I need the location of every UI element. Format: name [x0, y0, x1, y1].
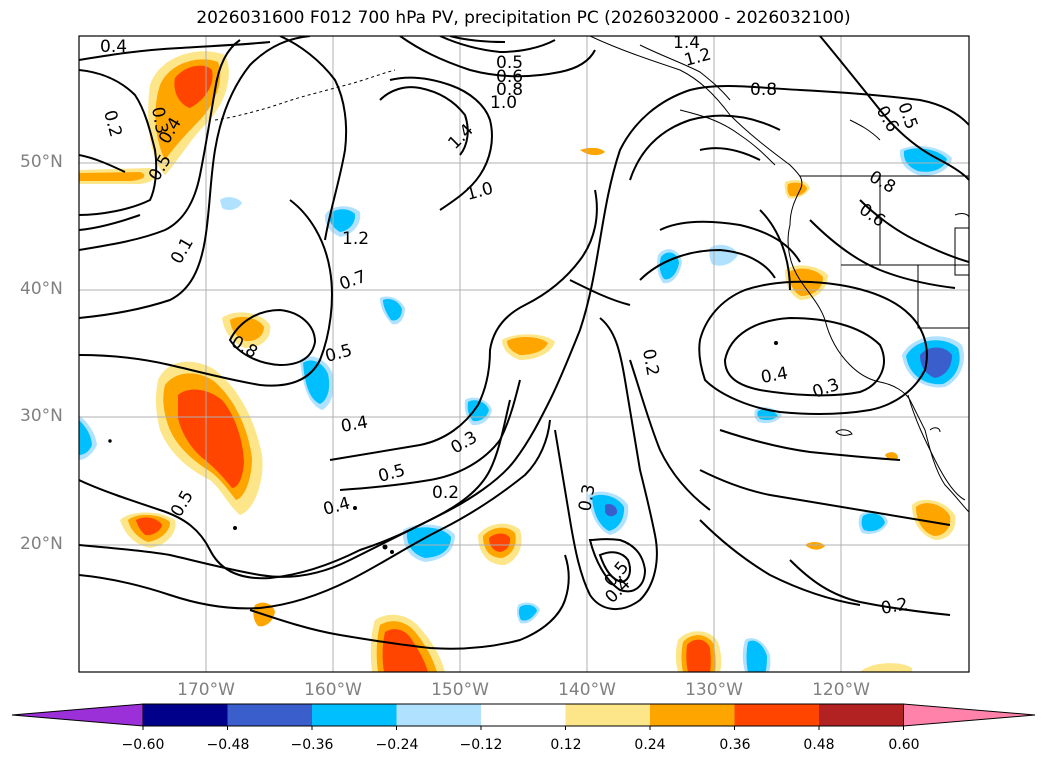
colorbar-tick-label: 0.24 — [634, 737, 666, 753]
lon-label: 140°W — [558, 680, 616, 700]
colorbar-frame — [142, 703, 904, 727]
figure-title: 2026031600 F012 700 hPa PV, precipitatio… — [196, 8, 851, 28]
colorbar-extend-low — [11, 703, 144, 727]
colorbar-tick-label: −0.24 — [375, 737, 419, 753]
colorbar-segment — [143, 704, 228, 726]
colorbar-tick-label: −0.36 — [290, 737, 334, 753]
contour-label: 0.8 — [750, 80, 777, 100]
colorbar-segment — [650, 704, 735, 726]
lon-label: 160°W — [304, 680, 362, 700]
contour-label: 0.2 — [638, 347, 662, 377]
colorbar-segment — [565, 704, 651, 726]
map-frame — [78, 35, 970, 673]
contour-label: 0.3 — [147, 105, 171, 135]
lat-label: 50°N — [20, 152, 63, 172]
colorbar-tick-label: 0.48 — [803, 737, 835, 753]
lon-label: 150°W — [431, 680, 489, 700]
lat-label: 20°N — [20, 534, 63, 554]
contour-label: 0.8 — [496, 80, 523, 100]
map-gridlines — [79, 36, 969, 672]
contour-label: 0.4 — [759, 364, 789, 388]
colorbar-segment — [481, 704, 566, 726]
thin-contours — [835, 427, 941, 436]
lat-label: 40°N — [20, 279, 63, 299]
contour-label: 0.3 — [575, 483, 599, 513]
colorbar-tick-label: 0.60 — [888, 737, 920, 753]
colorbar-tick-label: −0.12 — [459, 737, 503, 753]
map-area: 0.4 0.2 0.3 0.4 0.5 0.5 0.6 0.8 1.0 1.4 … — [79, 33, 969, 672]
precip-positive-shading — [79, 51, 956, 672]
islands — [108, 69, 778, 554]
colorbar-segment — [312, 704, 397, 726]
colorbar-segment — [227, 704, 313, 726]
lon-label: 130°W — [685, 680, 743, 700]
colorbar-extend-high — [903, 703, 1036, 727]
colorbar-tick-label: −0.48 — [206, 737, 250, 753]
colorbar-segment — [819, 704, 904, 726]
contour-label: 0.2 — [879, 595, 909, 619]
colorbar-segment — [734, 704, 820, 726]
colorbar — [11, 703, 1036, 730]
colorbar-tick-label: 0.36 — [719, 737, 751, 753]
contour-label: 0.5 — [496, 53, 523, 73]
contour-label: 1.2 — [342, 229, 369, 249]
lon-label: 170°W — [177, 680, 235, 700]
lat-label: 30°N — [20, 406, 63, 426]
lon-label: 120°W — [812, 680, 870, 700]
contour-label: 1.0 — [490, 93, 517, 113]
contour-label: 0.4 — [339, 413, 369, 437]
pv-contours — [79, 36, 969, 650]
contour-label: 1.4 — [673, 33, 700, 53]
contour-label: 0.4 — [100, 37, 127, 57]
contour-label: 0.6 — [496, 67, 523, 87]
colorbar-tick-label: −0.60 — [121, 737, 165, 753]
contour-label: 0.2 — [432, 483, 459, 503]
colorbar-segment — [396, 704, 482, 726]
colorbar-tick-label: 0.12 — [550, 737, 582, 753]
